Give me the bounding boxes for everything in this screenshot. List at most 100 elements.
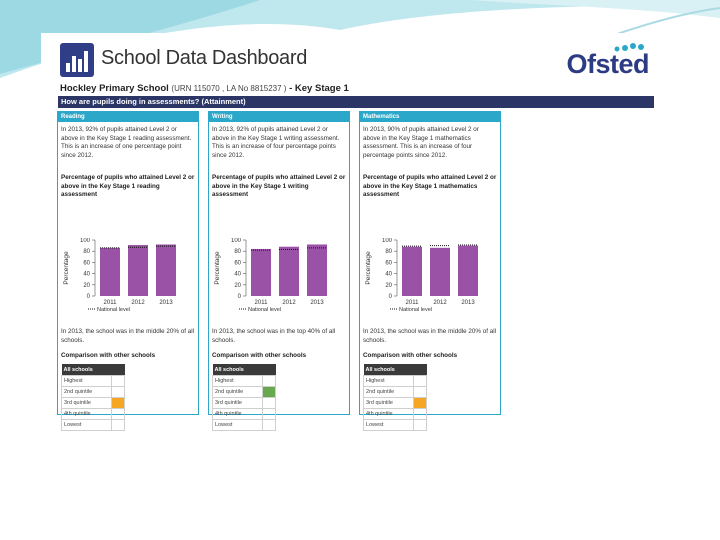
quintile-marker	[413, 419, 427, 431]
panel-intro: In 2013, 92% of pupils attained Level 2 …	[61, 126, 192, 159]
chart-bar	[307, 244, 327, 296]
chart-bar	[128, 245, 148, 296]
subject-panel: Writing In 2013, 92% of pupils attained L…	[208, 111, 350, 431]
x-tick-label: 2013	[461, 300, 475, 306]
quintile-label: 4th quintile	[212, 408, 263, 420]
panel-intro: In 2013, 92% of pupils attained Level 2 …	[212, 126, 340, 159]
quintile-marker	[111, 408, 125, 420]
y-tick-label: 40	[234, 272, 241, 278]
panel-title: Reading	[58, 112, 198, 122]
school-name: Hockley Primary School	[60, 83, 169, 94]
table-row: Lowest	[61, 419, 125, 431]
x-tick-label: 2011	[255, 300, 269, 306]
chart-bar	[279, 246, 299, 296]
quintile-marker	[413, 408, 427, 420]
y-axis-label: Percentage	[214, 251, 221, 285]
quintile-table: All schools Highest 2nd quintile 3rd quinti…	[363, 364, 427, 431]
table-row: 3rd quintile	[212, 397, 276, 409]
quintile-table: All schools Highest 2nd quintile 3rd quinti…	[212, 364, 276, 431]
ofsted-logo: Ofsted	[566, 49, 649, 79]
table-row: 3rd quintile	[61, 397, 125, 409]
table-header: All schools	[61, 364, 125, 376]
quintile-label: 2nd quintile	[212, 386, 263, 398]
y-tick-label: 0	[238, 294, 242, 300]
quintile-marker	[111, 419, 125, 431]
table-row: 4th quintile	[363, 408, 427, 420]
quintile-label: Lowest	[212, 419, 263, 431]
y-tick-label: 100	[231, 238, 242, 244]
attainment-chart: Percentage 0 20 40 60 80 100 2011 2012 2013 Nation…	[365, 238, 478, 313]
x-tick-label: 2013	[159, 300, 173, 306]
chart-bar	[458, 245, 478, 296]
quintile-marker	[262, 375, 276, 387]
quintile-marker	[111, 386, 125, 398]
chart-title: Percentage of pupils who attained Level …	[212, 174, 346, 199]
chart-title: Percentage of pupils who attained Level …	[61, 174, 195, 199]
quintile-marker	[262, 386, 276, 398]
quintile-table: All schools Highest 2nd quintile 3rd quinti…	[61, 364, 125, 431]
app-title: School Data Dashboard	[101, 47, 308, 69]
quintile-label: 2nd quintile	[61, 386, 112, 398]
y-axis-label: Percentage	[365, 251, 372, 285]
table-header: All schools	[212, 364, 276, 376]
chart-bar	[251, 248, 271, 296]
quintile-label: 2nd quintile	[363, 386, 414, 398]
quintile-marker	[111, 397, 125, 409]
table-row: 4th quintile	[212, 408, 276, 420]
rank-note: In 2013, the school was in the middle 20…	[61, 328, 195, 344]
comparison-heading: Comparison with other schools	[61, 352, 156, 359]
dashboard-frame: School Data Dashboard Ofsted Hockley Pri…	[41, 33, 677, 431]
quintile-label: Lowest	[363, 419, 414, 431]
bar-chart-icon	[60, 43, 94, 77]
y-tick-label: 20	[83, 283, 90, 289]
y-tick-label: 0	[87, 294, 91, 300]
quintile-marker	[111, 375, 125, 387]
quintile-label: Highest	[363, 375, 414, 387]
comparison-heading: Comparison with other schools	[212, 352, 307, 359]
legend-label: National level	[248, 307, 281, 313]
quintile-label: 4th quintile	[363, 408, 414, 420]
y-tick-label: 100	[382, 238, 393, 244]
quintile-marker	[262, 397, 276, 409]
x-tick-label: 2012	[282, 300, 296, 306]
table-row: 4th quintile	[61, 408, 125, 420]
quintile-marker	[413, 386, 427, 398]
attainment-chart: Percentage 0 20 40 60 80 100 2011 2012 2013 Nation…	[63, 238, 176, 313]
key-stage: - Key Stage 1	[289, 83, 349, 94]
quintile-marker	[413, 397, 427, 409]
quintile-label: 3rd quintile	[212, 397, 263, 409]
quintile-label: 3rd quintile	[61, 397, 112, 409]
subject-panel: Reading In 2013, 92% of pupils attained L…	[57, 111, 199, 431]
legend-label: National level	[399, 307, 432, 313]
table-row: 3rd quintile	[363, 397, 427, 409]
school-ids: (URN 115070 , LA No 8815237 )	[171, 84, 287, 93]
x-tick-label: 2013	[310, 300, 324, 306]
y-tick-label: 0	[389, 294, 393, 300]
y-tick-label: 100	[80, 238, 91, 244]
x-tick-label: 2011	[104, 300, 118, 306]
ofsted-stars-icon	[614, 43, 644, 52]
table-row: Highest	[363, 375, 427, 387]
y-tick-label: 60	[234, 260, 241, 266]
quintile-marker	[413, 375, 427, 387]
school-heading: Hockley Primary School (URN 115070 , LA …	[60, 83, 349, 94]
y-axis-label: Percentage	[63, 251, 70, 285]
y-tick-label: 80	[385, 249, 392, 255]
x-tick-label: 2012	[433, 300, 447, 306]
table-row: Highest	[212, 375, 276, 387]
chart-title: Percentage of pupils who attained Level …	[363, 174, 497, 199]
table-row: Highest	[61, 375, 125, 387]
panel-intro: In 2013, 90% of pupils attained Level 2 …	[363, 126, 479, 159]
y-tick-label: 20	[385, 283, 392, 289]
y-tick-label: 80	[83, 249, 90, 255]
quintile-label: Lowest	[61, 419, 112, 431]
y-tick-label: 40	[83, 272, 90, 278]
table-row: Lowest	[212, 419, 276, 431]
table-row: 2nd quintile	[61, 386, 125, 398]
quintile-label: 3rd quintile	[363, 397, 414, 409]
x-tick-label: 2012	[131, 300, 145, 306]
quintile-label: Highest	[212, 375, 263, 387]
y-tick-label: 20	[234, 283, 241, 289]
quintile-marker	[262, 419, 276, 431]
rank-note: In 2013, the school was in the top 40% o…	[212, 328, 336, 344]
